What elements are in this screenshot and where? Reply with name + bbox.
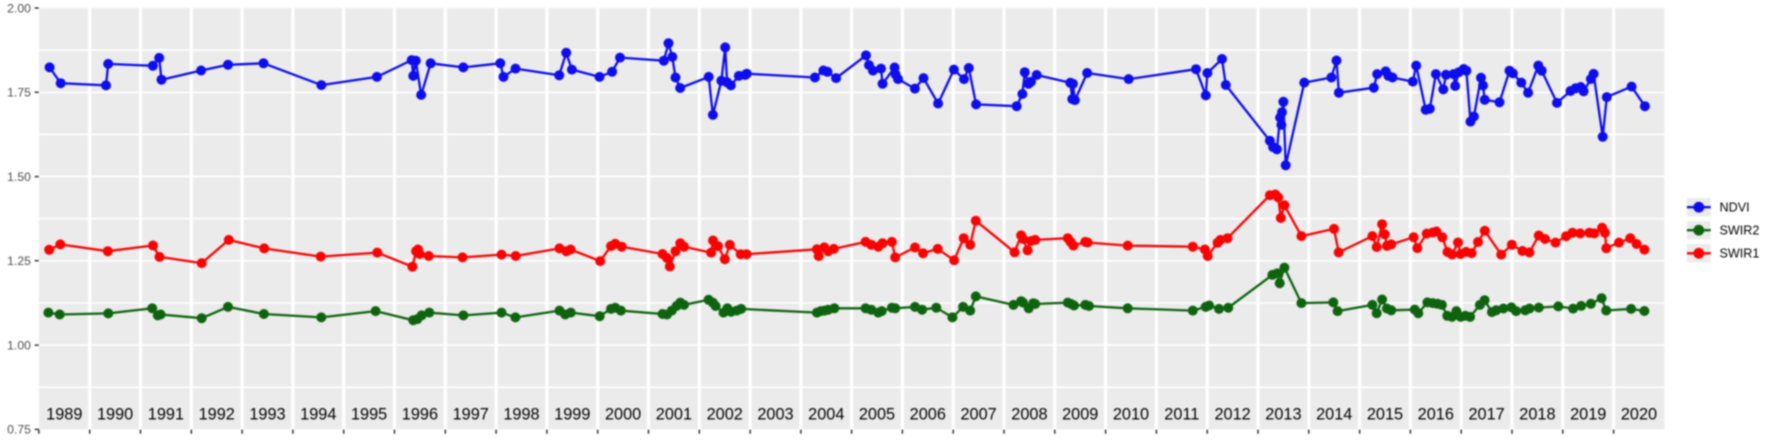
- svg-text:2005: 2005: [859, 406, 895, 424]
- svg-text:1.50: 1.50: [7, 170, 31, 184]
- svg-text:1989: 1989: [46, 406, 82, 424]
- svg-text:0.75: 0.75: [7, 423, 31, 437]
- svg-text:1992: 1992: [199, 406, 235, 424]
- svg-text:1993: 1993: [249, 406, 285, 424]
- svg-text:1991: 1991: [148, 406, 184, 424]
- svg-text:1998: 1998: [503, 406, 539, 424]
- svg-text:1.00: 1.00: [7, 338, 31, 352]
- svg-text:1995: 1995: [351, 406, 387, 424]
- svg-text:2015: 2015: [1367, 406, 1403, 424]
- svg-text:1999: 1999: [554, 406, 590, 424]
- svg-text:2006: 2006: [910, 406, 946, 424]
- svg-text:2016: 2016: [1418, 406, 1454, 424]
- svg-text:1997: 1997: [453, 406, 489, 424]
- svg-text:2014: 2014: [1316, 406, 1352, 424]
- svg-text:2019: 2019: [1570, 406, 1606, 424]
- svg-text:2013: 2013: [1265, 406, 1301, 424]
- svg-text:2020: 2020: [1621, 406, 1657, 424]
- svg-text:2000: 2000: [605, 406, 641, 424]
- svg-text:2.00: 2.00: [7, 1, 31, 15]
- svg-text:1994: 1994: [300, 406, 336, 424]
- svg-text:1996: 1996: [402, 406, 438, 424]
- svg-text:NDVI: NDVI: [1720, 201, 1750, 215]
- svg-text:2017: 2017: [1468, 406, 1504, 424]
- svg-text:SWIR1: SWIR1: [1720, 247, 1760, 261]
- svg-text:1.75: 1.75: [7, 86, 31, 100]
- svg-text:2002: 2002: [707, 406, 743, 424]
- svg-text:2008: 2008: [1011, 406, 1047, 424]
- svg-text:1990: 1990: [97, 406, 133, 424]
- svg-text:2018: 2018: [1519, 406, 1555, 424]
- svg-text:2001: 2001: [656, 406, 692, 424]
- svg-text:2009: 2009: [1062, 406, 1098, 424]
- svg-text:2010: 2010: [1113, 406, 1149, 424]
- svg-text:2007: 2007: [960, 406, 996, 424]
- svg-text:SWIR2: SWIR2: [1720, 224, 1760, 238]
- svg-text:2012: 2012: [1214, 406, 1250, 424]
- svg-text:2003: 2003: [757, 406, 793, 424]
- svg-text:2004: 2004: [808, 406, 844, 424]
- svg-text:2011: 2011: [1164, 406, 1199, 424]
- svg-text:1.25: 1.25: [7, 254, 31, 268]
